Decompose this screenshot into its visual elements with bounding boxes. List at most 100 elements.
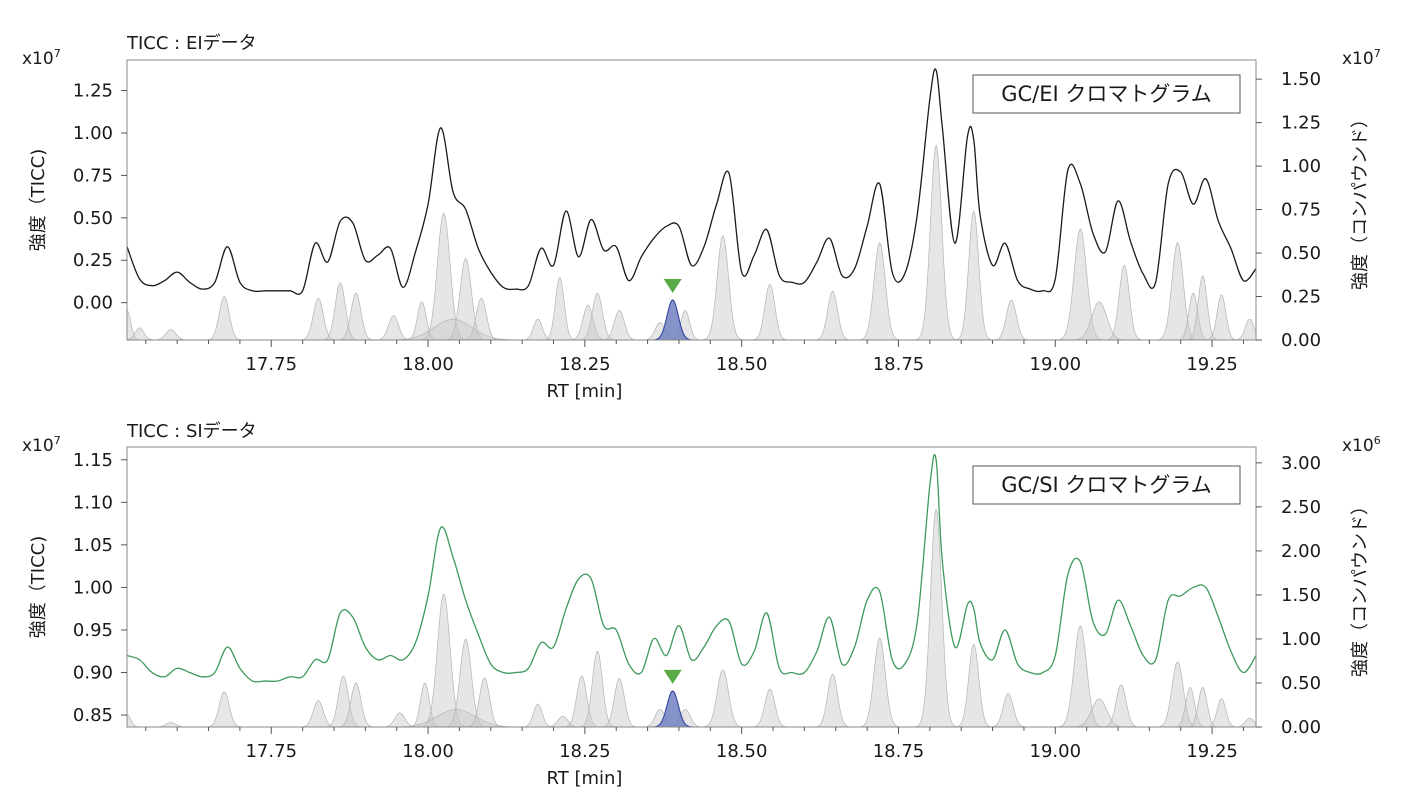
- chart-panel-1: TICC : EIデータ x107 x107 17.75 18.00 18.25 18.50…: [22, 33, 1381, 402]
- x-tick-label: 18.75: [873, 741, 925, 762]
- compound-peak: [519, 703, 556, 727]
- chart-header-label: TICC : SIデータ: [126, 421, 257, 442]
- compound-peak: [1175, 292, 1212, 340]
- y-left-axis-label: 強度（TICC): [28, 149, 49, 251]
- compound-peak: [987, 693, 1029, 727]
- x-tick-label: 19.00: [1030, 354, 1082, 375]
- compound-peak: [1068, 301, 1130, 340]
- y-left-tick-label: 1.00: [73, 577, 113, 598]
- compound-peak: [403, 301, 440, 340]
- compound-peak: [1184, 686, 1221, 727]
- y-right-tick-label: 1.50: [1281, 69, 1321, 90]
- y-left-exponent: x107: [22, 434, 61, 456]
- y-right-tick-label: 0.50: [1281, 673, 1321, 694]
- compound-peak: [1231, 318, 1256, 340]
- compound-peak: [442, 638, 489, 727]
- y-right-tick-label: 1.25: [1281, 113, 1321, 134]
- y-left-exponent: x107: [22, 47, 61, 69]
- y-left-tick-label: 1.10: [73, 492, 113, 513]
- compound-peak: [561, 675, 603, 727]
- y-left-tick-label: 1.25: [73, 81, 113, 102]
- compound-peak: [812, 673, 854, 727]
- compound-peak: [319, 282, 361, 340]
- compound-peak-highlighted: [649, 690, 696, 727]
- compound-peak: [418, 212, 470, 340]
- compound-peak: [577, 292, 618, 340]
- compound-peak: [1154, 661, 1201, 727]
- compound-peak: [297, 297, 339, 340]
- y-left-tick-label: 0.00: [73, 293, 113, 314]
- x-tick-label: 19.25: [1186, 354, 1238, 375]
- y-right-tick-label: 0.50: [1281, 243, 1321, 264]
- y-right-tick-label: 2.50: [1281, 497, 1321, 518]
- compound-peak: [749, 688, 791, 727]
- x-tick-label: 18.25: [559, 354, 611, 375]
- y-right-axis-label: 強度（コンパウンド）: [1350, 110, 1371, 290]
- compound-peak: [1172, 686, 1209, 727]
- y-left-tick-label: 0.50: [73, 208, 113, 229]
- y-left-tick-label: 0.85: [73, 705, 113, 726]
- x-tick-label: 18.00: [402, 741, 454, 762]
- compound-peak: [577, 650, 618, 727]
- compound-peak: [1154, 242, 1201, 340]
- compound-peak: [598, 678, 640, 727]
- y-left-axis-label: 強度（TICC): [28, 536, 49, 638]
- chart-title-box: [972, 465, 1241, 505]
- y-right-tick-label: 0.75: [1281, 200, 1321, 221]
- compound-peak: [335, 682, 377, 727]
- compound-peak: [1232, 717, 1256, 727]
- x-tick-label: 19.25: [1186, 741, 1238, 762]
- compound-peak: [442, 257, 489, 340]
- compound-peak: [567, 304, 609, 340]
- compound-marker-icon: [663, 279, 682, 293]
- chart-title: GC/SI クロマトグラム: [1001, 473, 1212, 497]
- compound-peak: [856, 637, 903, 727]
- ticc-line: [127, 453, 1256, 683]
- chart-panel-2: TICC : SIデータ x107 x106 17.75 18.00 18.25 18.50…: [22, 421, 1381, 789]
- compound-peak: [1103, 264, 1145, 340]
- y-right-axis-label: 強度（コンパウンド）: [1350, 497, 1371, 677]
- y-right-tick-label: 3.00: [1281, 453, 1321, 474]
- y-left-tick-label: 1.05: [73, 535, 113, 556]
- compound-peak: [913, 144, 960, 340]
- x-tick-label: 18.50: [716, 354, 768, 375]
- compound-peak: [699, 669, 746, 727]
- compound-peak: [203, 691, 245, 727]
- y-right-tick-label: 1.00: [1281, 156, 1321, 177]
- compound-marker-icon: [663, 669, 682, 684]
- y-left-tick-label: 0.25: [73, 250, 113, 271]
- y-right-tick-label: 0.00: [1281, 330, 1321, 351]
- y-right-tick-label: 0.00: [1281, 717, 1321, 738]
- y-left-tick-label: 1.15: [73, 450, 113, 471]
- y-right-exponent: x106: [1342, 434, 1381, 456]
- compound-peak: [464, 677, 505, 727]
- compound-peak: [913, 508, 960, 727]
- y-left-tick-label: 0.75: [73, 165, 113, 186]
- y-right-tick-label: 0.25: [1281, 287, 1321, 308]
- plot-area: [127, 68, 1256, 340]
- y-left-tick-label: 0.95: [73, 620, 113, 641]
- y-right-tick-label: 1.50: [1281, 585, 1321, 606]
- compound-peak: [418, 593, 470, 727]
- compound-peak: [990, 299, 1032, 340]
- compound-peak: [1054, 625, 1106, 727]
- y-right-tick-label: 1.00: [1281, 629, 1321, 650]
- x-axis-label: RT [min]: [547, 381, 623, 402]
- compound-peak: [1100, 684, 1142, 727]
- compound-peak: [460, 297, 502, 340]
- compound-peak: [1054, 228, 1106, 340]
- compound-peak: [150, 722, 191, 727]
- x-tick-label: 18.00: [402, 354, 454, 375]
- compound-peak: [856, 242, 903, 340]
- x-tick-label: 18.25: [559, 741, 611, 762]
- compound-peak: [322, 675, 364, 727]
- chart-title: GC/EI クロマトグラム: [1001, 82, 1212, 106]
- x-tick-label: 17.75: [245, 354, 297, 375]
- plot-frame: [126, 59, 1257, 341]
- ticc-line: [127, 68, 1256, 295]
- y-right-exponent: x107: [1342, 47, 1381, 69]
- compound-peak: [150, 329, 191, 340]
- compound-peak-highlighted: [649, 299, 696, 340]
- compound-peak: [812, 290, 854, 340]
- x-tick-label: 17.75: [245, 741, 297, 762]
